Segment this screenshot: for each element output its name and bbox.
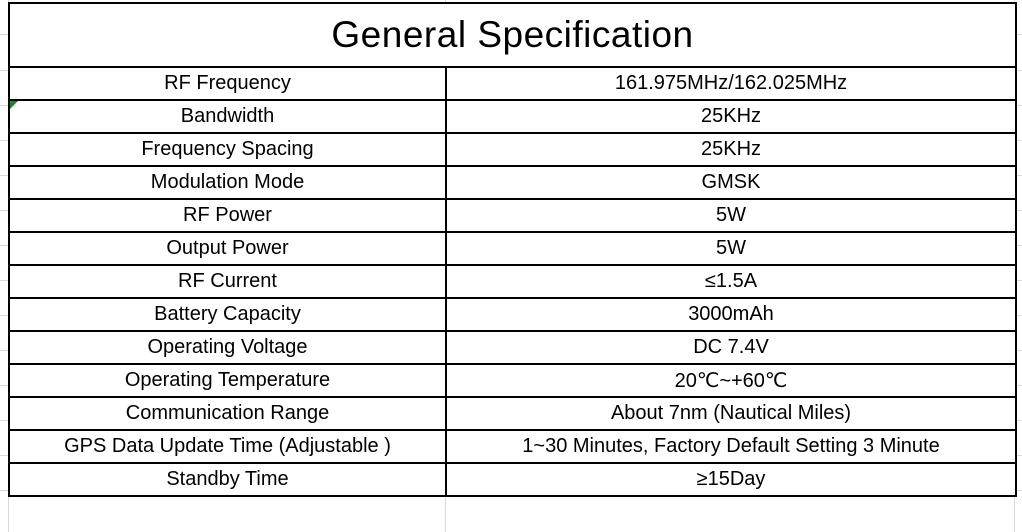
table-row: Output Power 5W	[8, 231, 1018, 266]
spec-value: 25KHz	[444, 99, 1018, 134]
spec-value: ≥15Day	[444, 462, 1018, 497]
spec-label-text: Bandwidth	[180, 105, 275, 127]
spec-label: GPS Data Update Time (Adjustable )	[8, 429, 447, 464]
table-row: Operating Voltage DC 7.4V	[8, 330, 1018, 365]
table-row: Battery Capacity 3000mAh	[8, 297, 1018, 332]
spec-value: 20℃~+60℃	[444, 363, 1018, 398]
spec-label: Frequency Spacing	[8, 132, 447, 167]
table-row: Operating Temperature 20℃~+60℃	[8, 363, 1018, 398]
table-row: RF Power 5W	[8, 198, 1018, 233]
cell-error-indicator-icon	[11, 102, 18, 109]
table-row: Modulation Mode GMSK	[8, 165, 1018, 200]
spec-label: Bandwidth	[8, 99, 447, 134]
spec-value: GMSK	[444, 165, 1018, 200]
spec-label: Battery Capacity	[8, 297, 447, 332]
spec-value: DC 7.4V	[444, 330, 1018, 365]
spec-label: Output Power	[8, 231, 447, 266]
title-row: General Specification	[7, 2, 1018, 68]
spec-label: RF Frequency	[8, 66, 447, 101]
table-row: Frequency Spacing 25KHz	[8, 132, 1018, 167]
spec-value: 1~30 Minutes, Factory Default Setting 3 …	[444, 429, 1018, 464]
table-row: Communication Range About 7nm (Nautical …	[8, 396, 1018, 431]
spec-label: Communication Range	[8, 396, 447, 431]
spec-value: 3000mAh	[444, 297, 1018, 332]
table-row: GPS Data Update Time (Adjustable ) 1~30 …	[8, 429, 1018, 464]
spec-value: About 7nm (Nautical Miles)	[444, 396, 1018, 431]
table-row: RF Frequency 161.975MHz/162.025MHz	[8, 66, 1018, 101]
spec-value: 161.975MHz/162.025MHz	[444, 66, 1018, 101]
spec-label: Operating Voltage	[8, 330, 447, 365]
spec-label: RF Power	[8, 198, 447, 233]
page-title: General Specification	[7, 2, 1018, 68]
table-row: RF Current ≤1.5A	[8, 264, 1018, 299]
spec-value: 25KHz	[444, 132, 1018, 167]
spec-label: Operating Temperature	[8, 363, 447, 398]
table-row: Standby Time ≥15Day	[8, 462, 1018, 497]
spec-value: ≤1.5A	[444, 264, 1018, 299]
spec-label: Modulation Mode	[8, 165, 447, 200]
spec-value: 5W	[444, 198, 1018, 233]
spec-table: General Specification RF Frequency 161.9…	[7, 2, 1018, 497]
table-row: Bandwidth 25KHz	[8, 99, 1018, 134]
spec-label: Standby Time	[8, 462, 447, 497]
spec-label: RF Current	[8, 264, 447, 299]
spec-value: 5W	[444, 231, 1018, 266]
